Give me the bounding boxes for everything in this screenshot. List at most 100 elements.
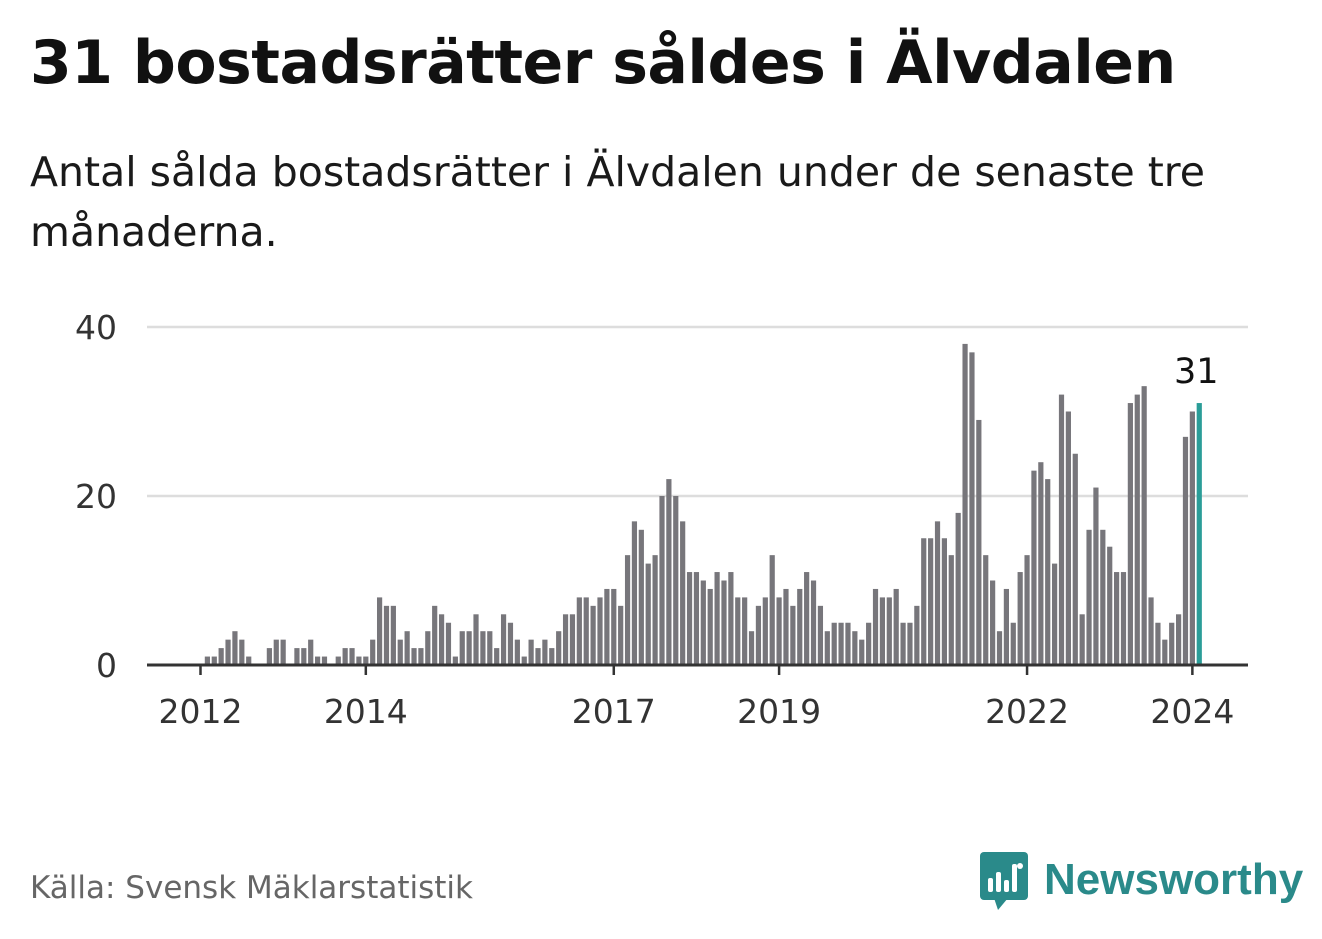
bar: [321, 656, 328, 665]
bar: [425, 631, 431, 665]
x-tick-label-2014: 2014: [324, 692, 408, 731]
bars: [204, 343, 1202, 665]
bar: [1010, 622, 1016, 665]
bar: [315, 656, 321, 665]
bar: [673, 496, 679, 665]
bar: [232, 631, 238, 665]
bar: [1031, 470, 1037, 665]
bar: [893, 588, 899, 665]
bar: [376, 597, 383, 665]
bar: [1162, 639, 1168, 665]
bar: [921, 538, 927, 665]
bar: [983, 555, 989, 665]
x-tick-label-2017: 2017: [572, 692, 656, 731]
x-tick-label-2022: 2022: [985, 692, 1069, 731]
x-tick-label-2019: 2019: [737, 692, 821, 731]
bar-chart: 0 20 40 2012 2014 2017 2019 2022 2024 31: [75, 308, 1248, 731]
chart-title: 31 bostadsrätter såldes i Älvdalen: [30, 28, 1176, 98]
bar: [707, 588, 713, 665]
bar: [948, 555, 954, 665]
bar: [500, 614, 507, 665]
y-tick-label-20: 20: [75, 477, 117, 516]
bar: [411, 648, 417, 665]
bar: [239, 639, 245, 665]
bar: [769, 555, 775, 665]
bar: [218, 648, 224, 665]
bar: [611, 588, 617, 665]
bar: [742, 597, 748, 665]
bar: [1100, 529, 1106, 665]
x-tick-label-2012: 2012: [159, 692, 243, 731]
bar: [976, 419, 982, 665]
bar: [390, 605, 396, 665]
bar: [445, 622, 452, 665]
bar: [604, 588, 610, 665]
bar: [225, 639, 231, 665]
bar: [404, 631, 410, 665]
bar: [831, 622, 837, 665]
bar: [1120, 572, 1127, 665]
bar: [1093, 487, 1099, 665]
bar: [1072, 453, 1078, 665]
bar: [514, 639, 520, 665]
newsworthy-logo: Newsworthy: [980, 848, 1303, 912]
bar: [535, 648, 541, 665]
bar: [700, 580, 706, 665]
source-credit: Källa: Svensk Mäklarstatistik: [30, 870, 473, 906]
bar: [955, 512, 961, 665]
bar: [618, 605, 624, 665]
bar: [1024, 555, 1030, 665]
bar: [907, 622, 913, 665]
bar: [204, 656, 210, 665]
bar: [680, 521, 686, 665]
bar: [783, 588, 789, 665]
bar: [824, 631, 830, 665]
newsworthy-logo-icon: [980, 852, 1028, 910]
gridlines: [147, 325, 1248, 498]
bar: [866, 622, 872, 665]
bar: [928, 538, 934, 665]
bar: [934, 521, 941, 665]
bar: [308, 639, 314, 665]
bar: [211, 656, 217, 665]
bar: [859, 639, 865, 665]
bar: [962, 343, 968, 665]
bar: [1086, 529, 1092, 665]
bar: [872, 588, 879, 665]
bar: [817, 605, 824, 665]
bar: [941, 538, 947, 665]
bar: [1052, 563, 1058, 665]
bar: [266, 648, 272, 665]
bar: [301, 648, 307, 665]
bar: [714, 572, 720, 665]
bar: [797, 588, 803, 665]
bar: [273, 639, 279, 665]
bar: [776, 597, 782, 665]
bar: [914, 605, 920, 665]
bar: [721, 580, 727, 665]
bar: [432, 605, 438, 665]
bar: [418, 648, 424, 665]
bar: [748, 631, 755, 665]
bar: [838, 622, 844, 665]
bar: [693, 572, 700, 665]
bar: [645, 563, 651, 665]
bar: [624, 555, 631, 665]
bar: [556, 631, 562, 665]
bar: [1114, 572, 1120, 665]
bar: [370, 639, 376, 665]
bar: [542, 639, 548, 665]
bar: [597, 597, 603, 665]
bar: [990, 580, 996, 665]
bar: [356, 656, 362, 665]
bar: [521, 656, 527, 665]
bar: [383, 605, 390, 665]
bar: [1107, 546, 1113, 665]
bar: [459, 631, 465, 665]
bar: [466, 631, 472, 665]
bar: [507, 622, 514, 665]
bar: [549, 648, 555, 665]
bar: [294, 648, 300, 665]
bar: [473, 614, 479, 665]
bar: [487, 631, 493, 665]
